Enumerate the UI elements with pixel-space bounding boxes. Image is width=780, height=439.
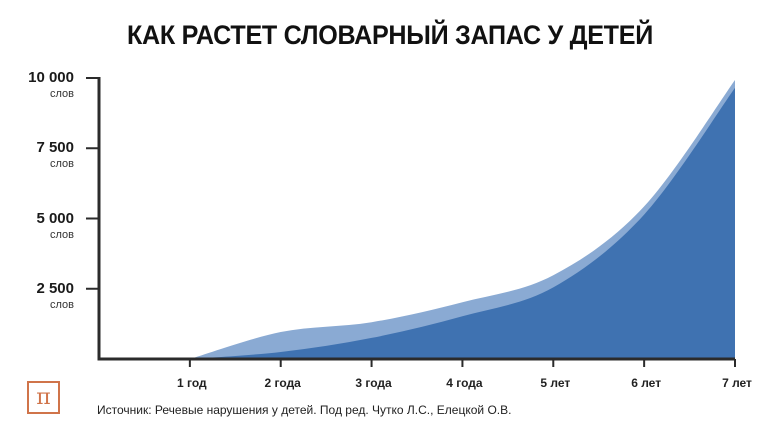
y-tick-unit: слов: [49, 88, 74, 100]
x-tick-label: 5 лет: [540, 376, 571, 390]
y-tick-unit: слов: [49, 298, 74, 311]
x-tick-label: 6 лет: [631, 376, 662, 390]
x-tick-label: 1 год: [177, 376, 207, 390]
lower-area-series: [189, 87, 735, 360]
y-tick-unit: слов: [49, 228, 74, 241]
y-tick-value: 10 000: [28, 69, 74, 86]
axes: [86, 77, 736, 367]
x-tick-label: 7 лет: [722, 376, 752, 390]
chart-title: КАК РАСТЕТ СЛОВАРНЫЙ ЗАПАС У ДЕТЕЙ: [127, 20, 653, 50]
y-tick-label: 2 500 слов: [36, 281, 74, 311]
y-tick-label: 7 500 слов: [36, 140, 74, 170]
pi-icon: π: [27, 381, 60, 414]
y-tick-value: 5 000: [36, 209, 74, 227]
x-tick-label: 4 года: [446, 376, 483, 390]
x-tick-label: 2 года: [264, 376, 301, 390]
y-tick-value: 7 500: [36, 139, 74, 157]
y-tick-value: 2 500: [36, 279, 74, 297]
y-tick-label: 10 000 слов: [28, 70, 74, 100]
x-tick-label: 3 года: [355, 376, 392, 390]
source-note: Источник: Речевые нарушения у детей. Под…: [97, 403, 512, 417]
y-tick-label: 5 000 слов: [36, 211, 74, 241]
y-tick-unit: слов: [49, 158, 74, 171]
